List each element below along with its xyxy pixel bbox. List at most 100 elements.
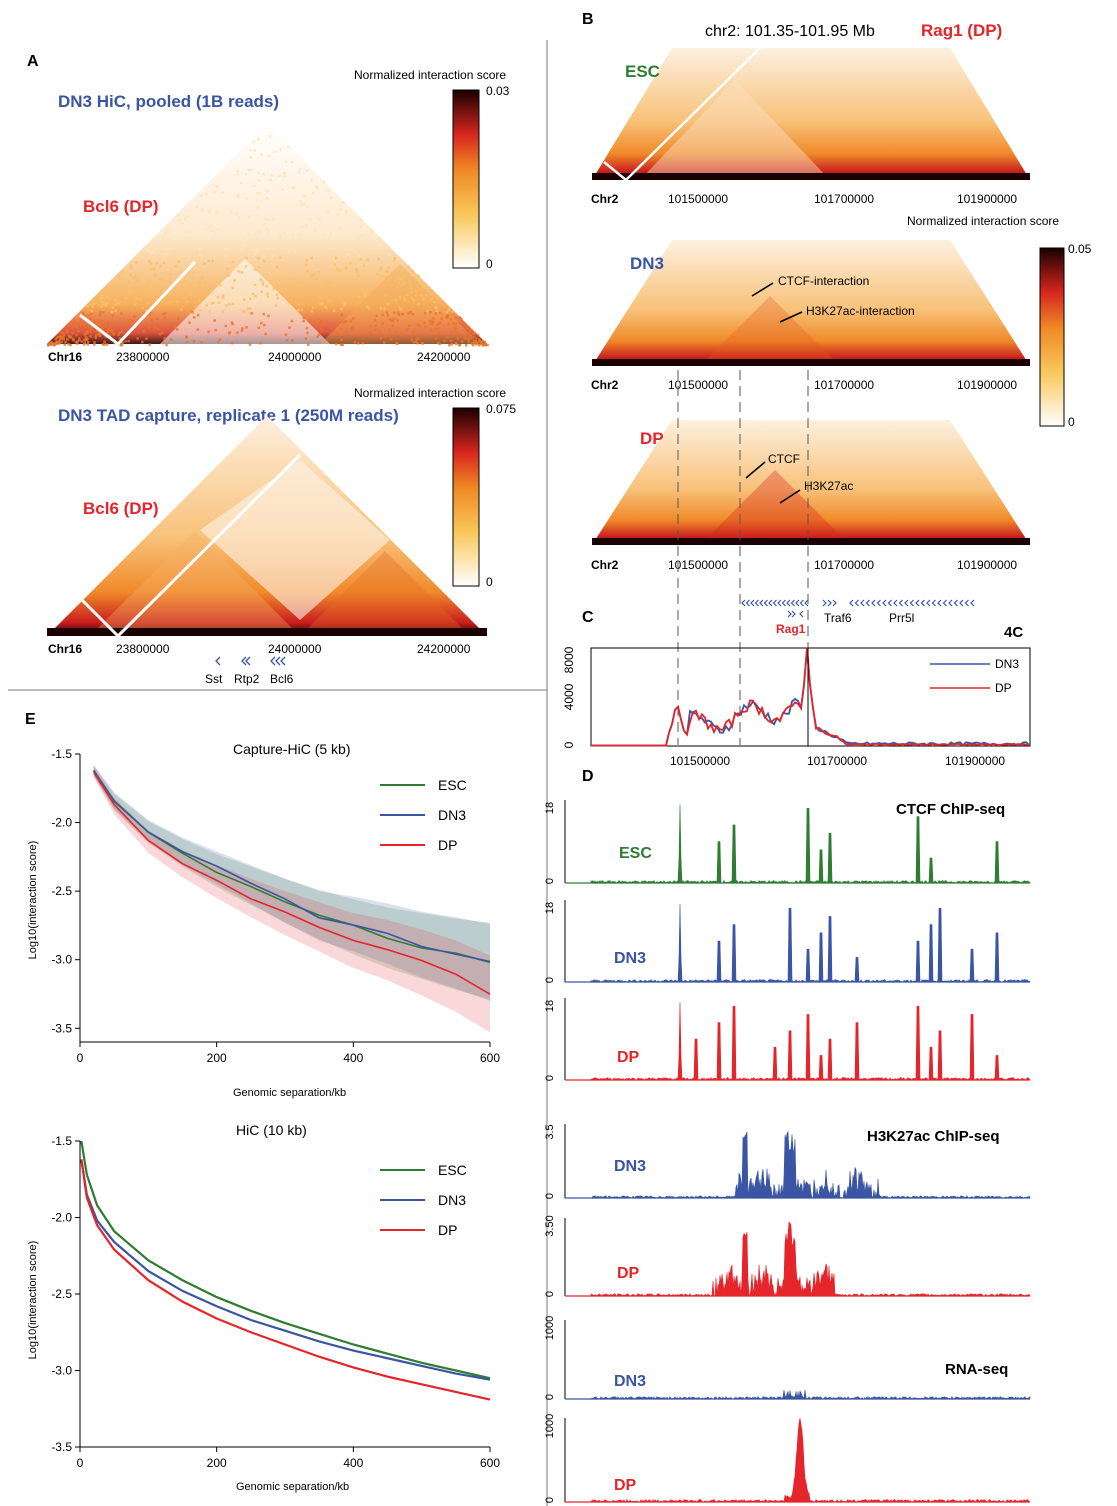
track-bottom-0: 0 [544, 878, 556, 884]
panel-letter-c: C [582, 609, 594, 626]
track-top-3: 3.5 [544, 1124, 556, 1139]
arrow-ctcf-dn3 [751, 282, 774, 297]
chrom-b3: Chr2 [591, 558, 619, 572]
series-dn3 [80, 1159, 491, 1381]
chart1-xlabel: Genomic separation/kb [233, 1087, 346, 1099]
track-label-3: DN3 [614, 1158, 646, 1175]
colorbar-title-a2: Normalized interaction score [354, 386, 506, 400]
track-bottom-5: 0 [544, 1394, 556, 1400]
dn3-label-b: DN3 [630, 254, 664, 273]
tick-a2-1: 23800000 [116, 642, 170, 656]
colorbar-title-b: Normalized interaction score [907, 214, 1059, 228]
tick-a1-1: 23800000 [116, 350, 170, 364]
ytick--2.0: -2.0 [51, 1211, 72, 1225]
colorbar-max-a2: 0.075 [486, 402, 516, 416]
tick-b2-1: 101500000 [668, 378, 728, 392]
b-region: chr2: 101.35-101.95 Mb [705, 23, 875, 40]
annot-ctcf-dp: CTCF [768, 452, 800, 466]
legend-esc: ESC [438, 1162, 467, 1178]
tick-b3-2: 101700000 [814, 558, 874, 572]
tad-map-dp [592, 420, 1030, 545]
arrow-h3k-dp [779, 489, 801, 504]
track-3: 3.5 0 DN3 [544, 1124, 1031, 1199]
xtick-400: 400 [343, 1051, 363, 1065]
c-ytick-0: 0 [562, 741, 576, 748]
xtick-0: 0 [77, 1051, 84, 1065]
panel-letter-a: A [27, 53, 39, 70]
c-ytick-8000: 8000 [562, 646, 576, 673]
panel-letter-b: B [582, 11, 594, 28]
tick-a2-2: 24000000 [268, 642, 322, 656]
arrow-h3k-dn3 [779, 311, 803, 323]
chart2-ylabel: Log10(interaction score) [27, 1241, 39, 1360]
c-title: 4C [1004, 624, 1023, 641]
colorbar-max-a1: 0.03 [486, 84, 510, 98]
tick-b2-2: 101700000 [814, 378, 874, 392]
hic-triangle-a1 [47, 124, 489, 347]
legend-dn3-c: DN3 [995, 657, 1019, 671]
tick-b3-3: 101900000 [957, 558, 1017, 572]
track-bottom-1: 0 [544, 977, 556, 983]
tick-a2-3: 24200000 [417, 642, 471, 656]
ytick--3.0: -3.0 [51, 1364, 72, 1378]
hic-title: DN3 HiC, pooled (1B reads) [58, 92, 279, 111]
track-top-2: 18 [544, 1000, 556, 1012]
tick-b1-3: 101900000 [957, 192, 1017, 206]
band-esc [93, 764, 491, 1000]
b-locus: Rag1 (DP) [921, 21, 1002, 40]
colorbar-min-b: 0 [1068, 415, 1075, 429]
tad-map-esc [592, 47, 1030, 182]
legend-dp: DP [438, 1222, 457, 1238]
track-top-0: 18 [544, 802, 556, 814]
chrom-b1: Chr2 [591, 192, 619, 206]
colorbar-a1 [452, 89, 480, 269]
c-xtick-1: 101500000 [670, 754, 730, 768]
colorbar-b [1039, 247, 1065, 427]
chrom-a2: Chr16 [48, 642, 82, 656]
track-6: 1000 0 DP [544, 1414, 1031, 1503]
gene-rtp2: Rtp2 [234, 672, 260, 686]
hic-triangle-a2 [47, 416, 487, 639]
arrow-ctcf-dp [745, 461, 766, 479]
legend-esc: ESC [438, 777, 467, 793]
series-dp [92, 771, 491, 995]
capture-title: DN3 TAD capture, replicate 1 (250M reads… [58, 406, 399, 425]
gene-sst: Sst [205, 672, 223, 686]
chart-hic: HiC (10 kb) 0 200 400 600 -1.5 -2.0 -2.5 -3.0 -3… [27, 1122, 500, 1493]
c-xtick-2: 101700000 [807, 754, 867, 768]
track-bottom-6: 0 [544, 1497, 556, 1503]
xtick-600: 600 [480, 1051, 500, 1065]
track-5: 1000 0 DN3 [544, 1316, 1031, 1400]
xtick-200: 200 [207, 1456, 227, 1470]
colorbar-max-b: 0.05 [1068, 242, 1092, 256]
annot-ctcf-dn3: CTCF-interaction [778, 274, 869, 288]
tick-b1-1: 101500000 [668, 192, 728, 206]
locus-label-a2: Bcl6 (DP) [83, 499, 159, 518]
d-h3k-title: H3K27ac ChIP-seq [867, 1128, 1000, 1145]
colorbar-title-a1: Normalized interaction score [354, 68, 506, 82]
c-xtick-3: 101900000 [945, 754, 1005, 768]
xtick-600: 600 [480, 1456, 500, 1470]
track-label-6: DP [614, 1477, 637, 1494]
legend-dp: DP [438, 837, 457, 853]
c-traces [591, 647, 1030, 747]
track-1: 18 0 DN3 [544, 900, 1031, 983]
annot-h3k-dn3: H3K27ac-interaction [806, 304, 915, 318]
track-label-1: DN3 [614, 950, 646, 967]
track-2: 18 0 DP [544, 998, 1031, 1081]
track-top-4: 3.50 [544, 1215, 556, 1236]
tick-a1-2: 24000000 [268, 350, 322, 364]
series-dp [80, 1159, 491, 1401]
tick-b2-3: 101900000 [957, 378, 1017, 392]
annot-h3k-dp: H3K27ac [804, 479, 853, 493]
ytick--3.5: -3.5 [51, 1021, 72, 1035]
colorbar-min-a1: 0 [486, 257, 493, 271]
track-top-6: 1000 [544, 1414, 556, 1438]
band-dp [93, 766, 491, 1033]
gene-rag1: Rag1 [776, 622, 806, 636]
band-dn3 [93, 764, 491, 1001]
c-ytick-4000: 4000 [562, 683, 576, 710]
track-bottom-3: 0 [544, 1193, 556, 1199]
track-label-0: ESC [619, 845, 652, 862]
